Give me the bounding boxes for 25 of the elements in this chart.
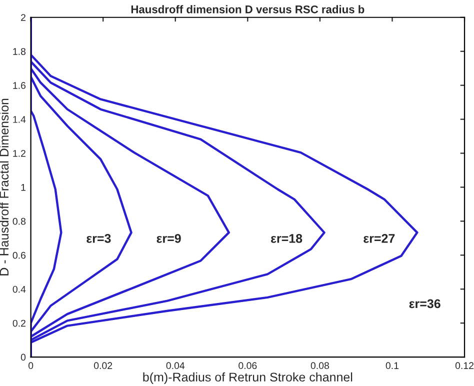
y-tick-label: 2 bbox=[21, 14, 26, 21]
chart-title: Hausdroff dimension D versus RSC radius b bbox=[131, 5, 364, 14]
x-tick-label: 0.08 bbox=[310, 362, 329, 370]
x-tick-label: 0.02 bbox=[94, 362, 112, 370]
text: εr=27 bbox=[364, 234, 395, 243]
y-tick-label: 1 bbox=[21, 184, 26, 191]
x-axis-title: b(m)-Radius of Retrun Stroke channel bbox=[143, 372, 352, 384]
text: εr=9 bbox=[156, 234, 181, 243]
y-tick-label: 0.4 bbox=[12, 286, 26, 293]
y-tick-label: 1.4 bbox=[13, 116, 26, 123]
x-tick-label: 0 bbox=[28, 362, 34, 370]
y-tick-label: 0.8 bbox=[12, 218, 26, 225]
text: εr=36 bbox=[409, 299, 440, 308]
y-tick-label: 0.2 bbox=[12, 320, 26, 327]
y-tick-label: 0 bbox=[20, 354, 26, 361]
y-tick-label: 1.6 bbox=[13, 82, 26, 89]
x-tick-label: 0.1 bbox=[386, 362, 399, 370]
y-tick-label: 1.2 bbox=[13, 150, 26, 157]
y-tick-label: 1.8 bbox=[13, 48, 26, 55]
x-tick-label: 0.04 bbox=[166, 362, 185, 370]
x-tick-label: 0.12 bbox=[455, 362, 474, 370]
x-tick-label: 0.06 bbox=[238, 362, 257, 370]
text: εr=3 bbox=[86, 234, 111, 243]
text: εr=18 bbox=[271, 234, 302, 243]
y-tick-label: 0.6 bbox=[12, 252, 26, 259]
